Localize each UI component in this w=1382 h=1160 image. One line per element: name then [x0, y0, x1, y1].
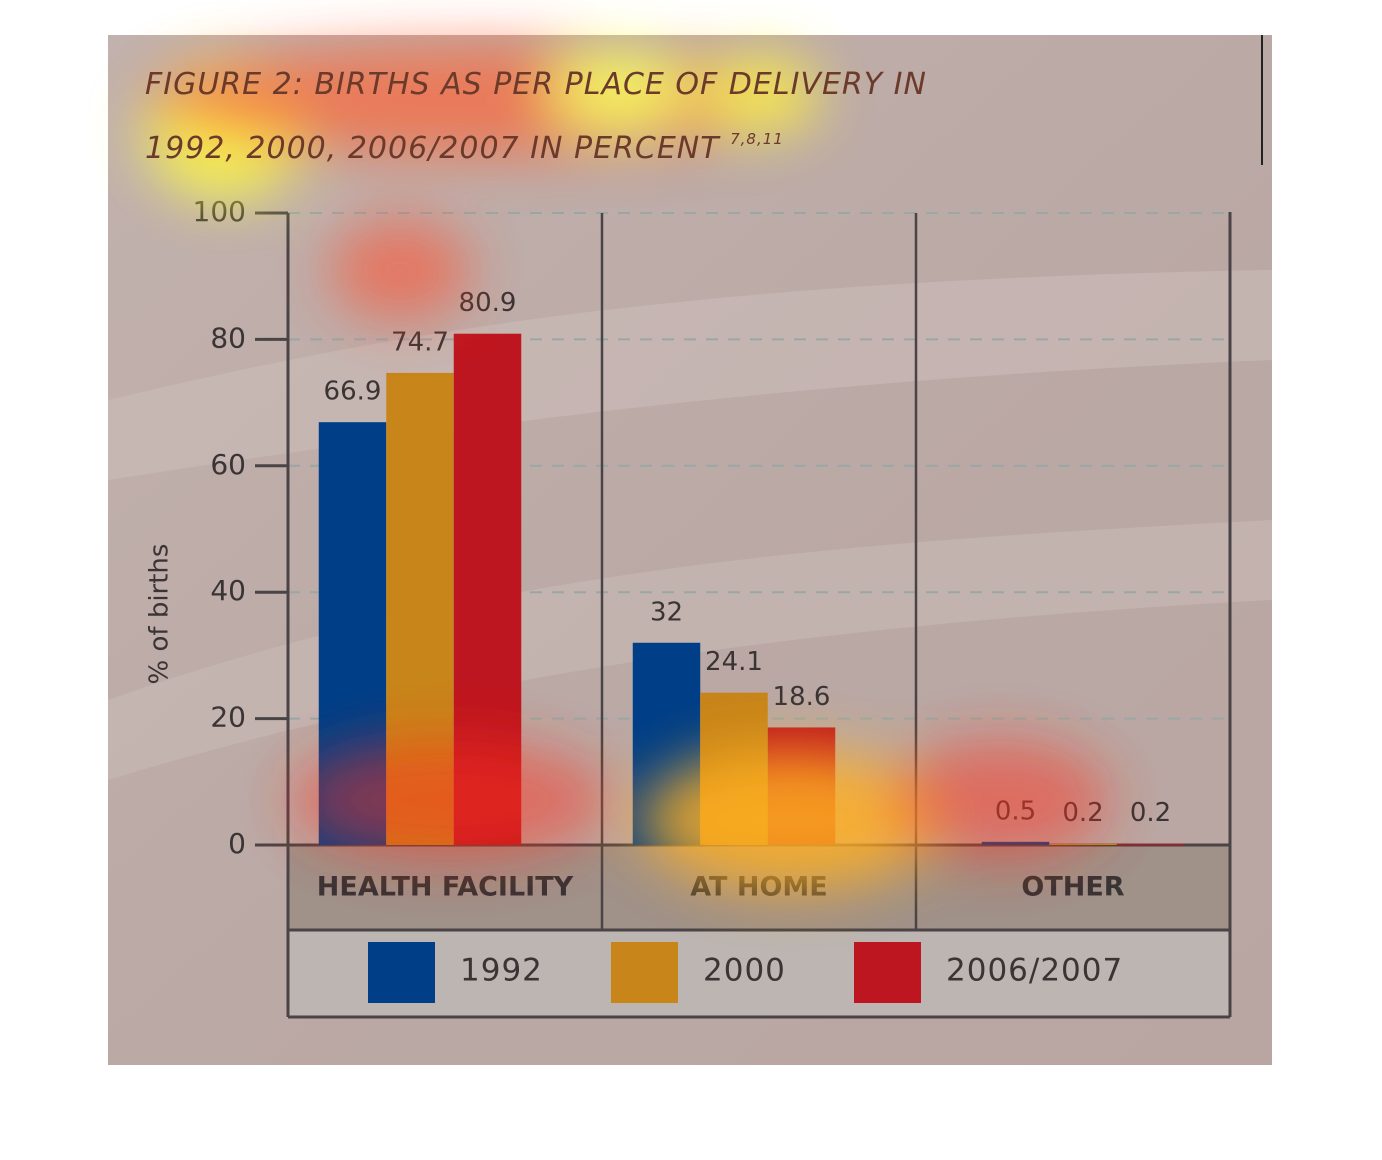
y-axis-label: % of births: [145, 544, 175, 685]
legend-swatch: [368, 942, 435, 1003]
y-tick-label: 60: [210, 448, 246, 481]
title-note: 7,8,11: [730, 130, 784, 148]
y-tick-label: 100: [193, 195, 246, 228]
legend-label: 2006/2007: [946, 953, 1123, 989]
data-label: 32: [650, 597, 683, 627]
data-label: 24.1: [705, 647, 763, 677]
legend-label: 2000: [703, 953, 786, 989]
data-label: 74.7: [391, 327, 449, 357]
bar: [1049, 843, 1117, 845]
x-tick-label: OTHER: [1021, 872, 1124, 903]
y-tick-label: 40: [210, 574, 246, 607]
legend-swatch: [854, 942, 921, 1003]
y-tick-label: 20: [210, 701, 246, 734]
y-tick-label: 80: [210, 321, 246, 354]
data-label: 18.6: [773, 682, 831, 712]
x-tick-label: HEALTH FACILITY: [317, 872, 574, 903]
data-label: 80.9: [459, 288, 517, 318]
legend-swatch: [611, 942, 678, 1003]
legend-band: [288, 930, 1230, 1017]
data-label: 0.2: [1130, 798, 1171, 828]
chart-title: FIGURE 2: BIRTHS AS PER PLACE OF DELIVER…: [145, 58, 995, 176]
legend-label: 1992: [460, 953, 543, 989]
data-label: 66.9: [324, 377, 382, 407]
chart-title-text: FIGURE 2: BIRTHS AS PER PLACE OF DELIVER…: [145, 67, 927, 166]
bar: [1116, 843, 1185, 845]
heatmap-overlay: [145, 45, 1110, 890]
y-tick-label: 0: [228, 827, 246, 860]
